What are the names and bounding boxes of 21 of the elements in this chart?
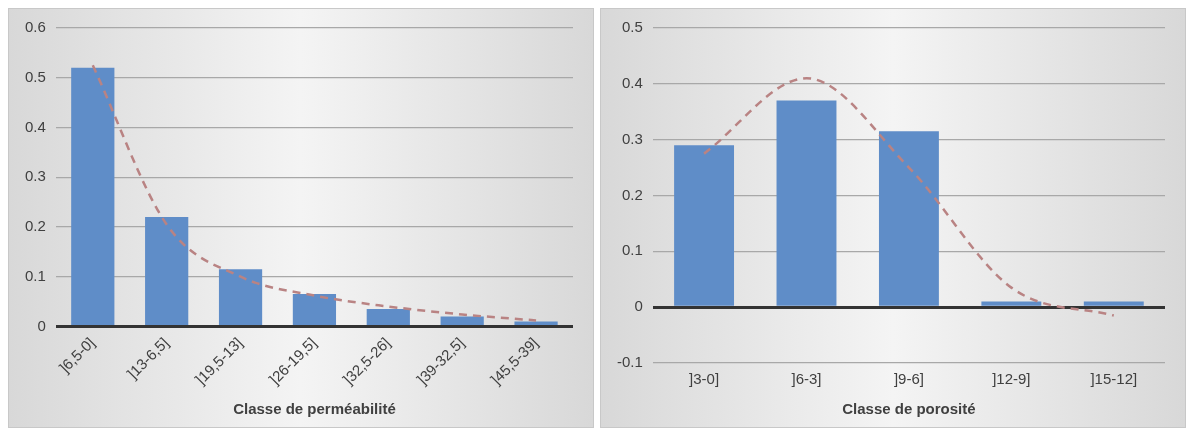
x-tick-label: ]9-6] (893, 370, 924, 388)
x-tick-label: ]15-12] (1090, 370, 1138, 388)
y-tick-label: 0 (634, 297, 643, 315)
x-axis-title: Classe de porosité (842, 400, 976, 418)
y-tick-label: 0.5 (621, 18, 643, 36)
y-tick-label: -0.1 (616, 353, 643, 371)
y-tick-label: 0.1 (24, 266, 46, 284)
y-tick-label: 0.3 (621, 129, 643, 147)
y-tick-label: 0.2 (24, 217, 46, 235)
x-tick-label: ]6-3] (791, 370, 822, 388)
y-tick-label: 0.3 (24, 167, 46, 185)
y-tick-label: 0.4 (621, 73, 643, 91)
x-axis-title: Classe de perméabilité (233, 400, 396, 418)
y-tick-label: 0.4 (24, 117, 46, 135)
y-tick-label: 0.1 (621, 241, 643, 259)
y-tick-label: 0.5 (24, 67, 46, 85)
x-tick-label: ]3-0] (689, 370, 720, 388)
y-tick-label: 0.6 (24, 18, 46, 36)
x-tick-label: ]12-9] (992, 370, 1031, 388)
y-tick-label: 0.2 (621, 185, 643, 203)
y-tick-label: 0 (37, 316, 46, 334)
